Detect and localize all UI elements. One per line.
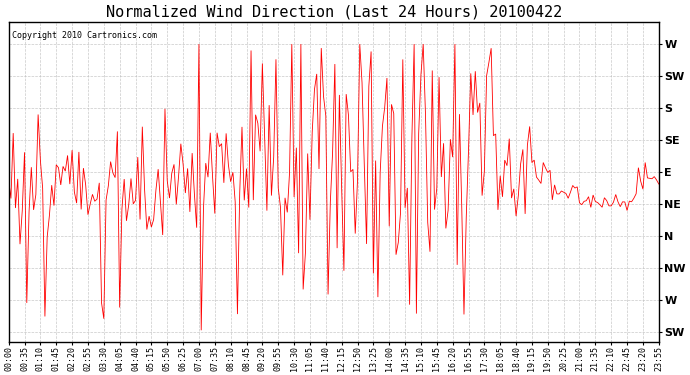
Title: Normalized Wind Direction (Last 24 Hours) 20100422: Normalized Wind Direction (Last 24 Hours…: [106, 4, 562, 19]
Text: Copyright 2010 Cartronics.com: Copyright 2010 Cartronics.com: [12, 32, 157, 40]
